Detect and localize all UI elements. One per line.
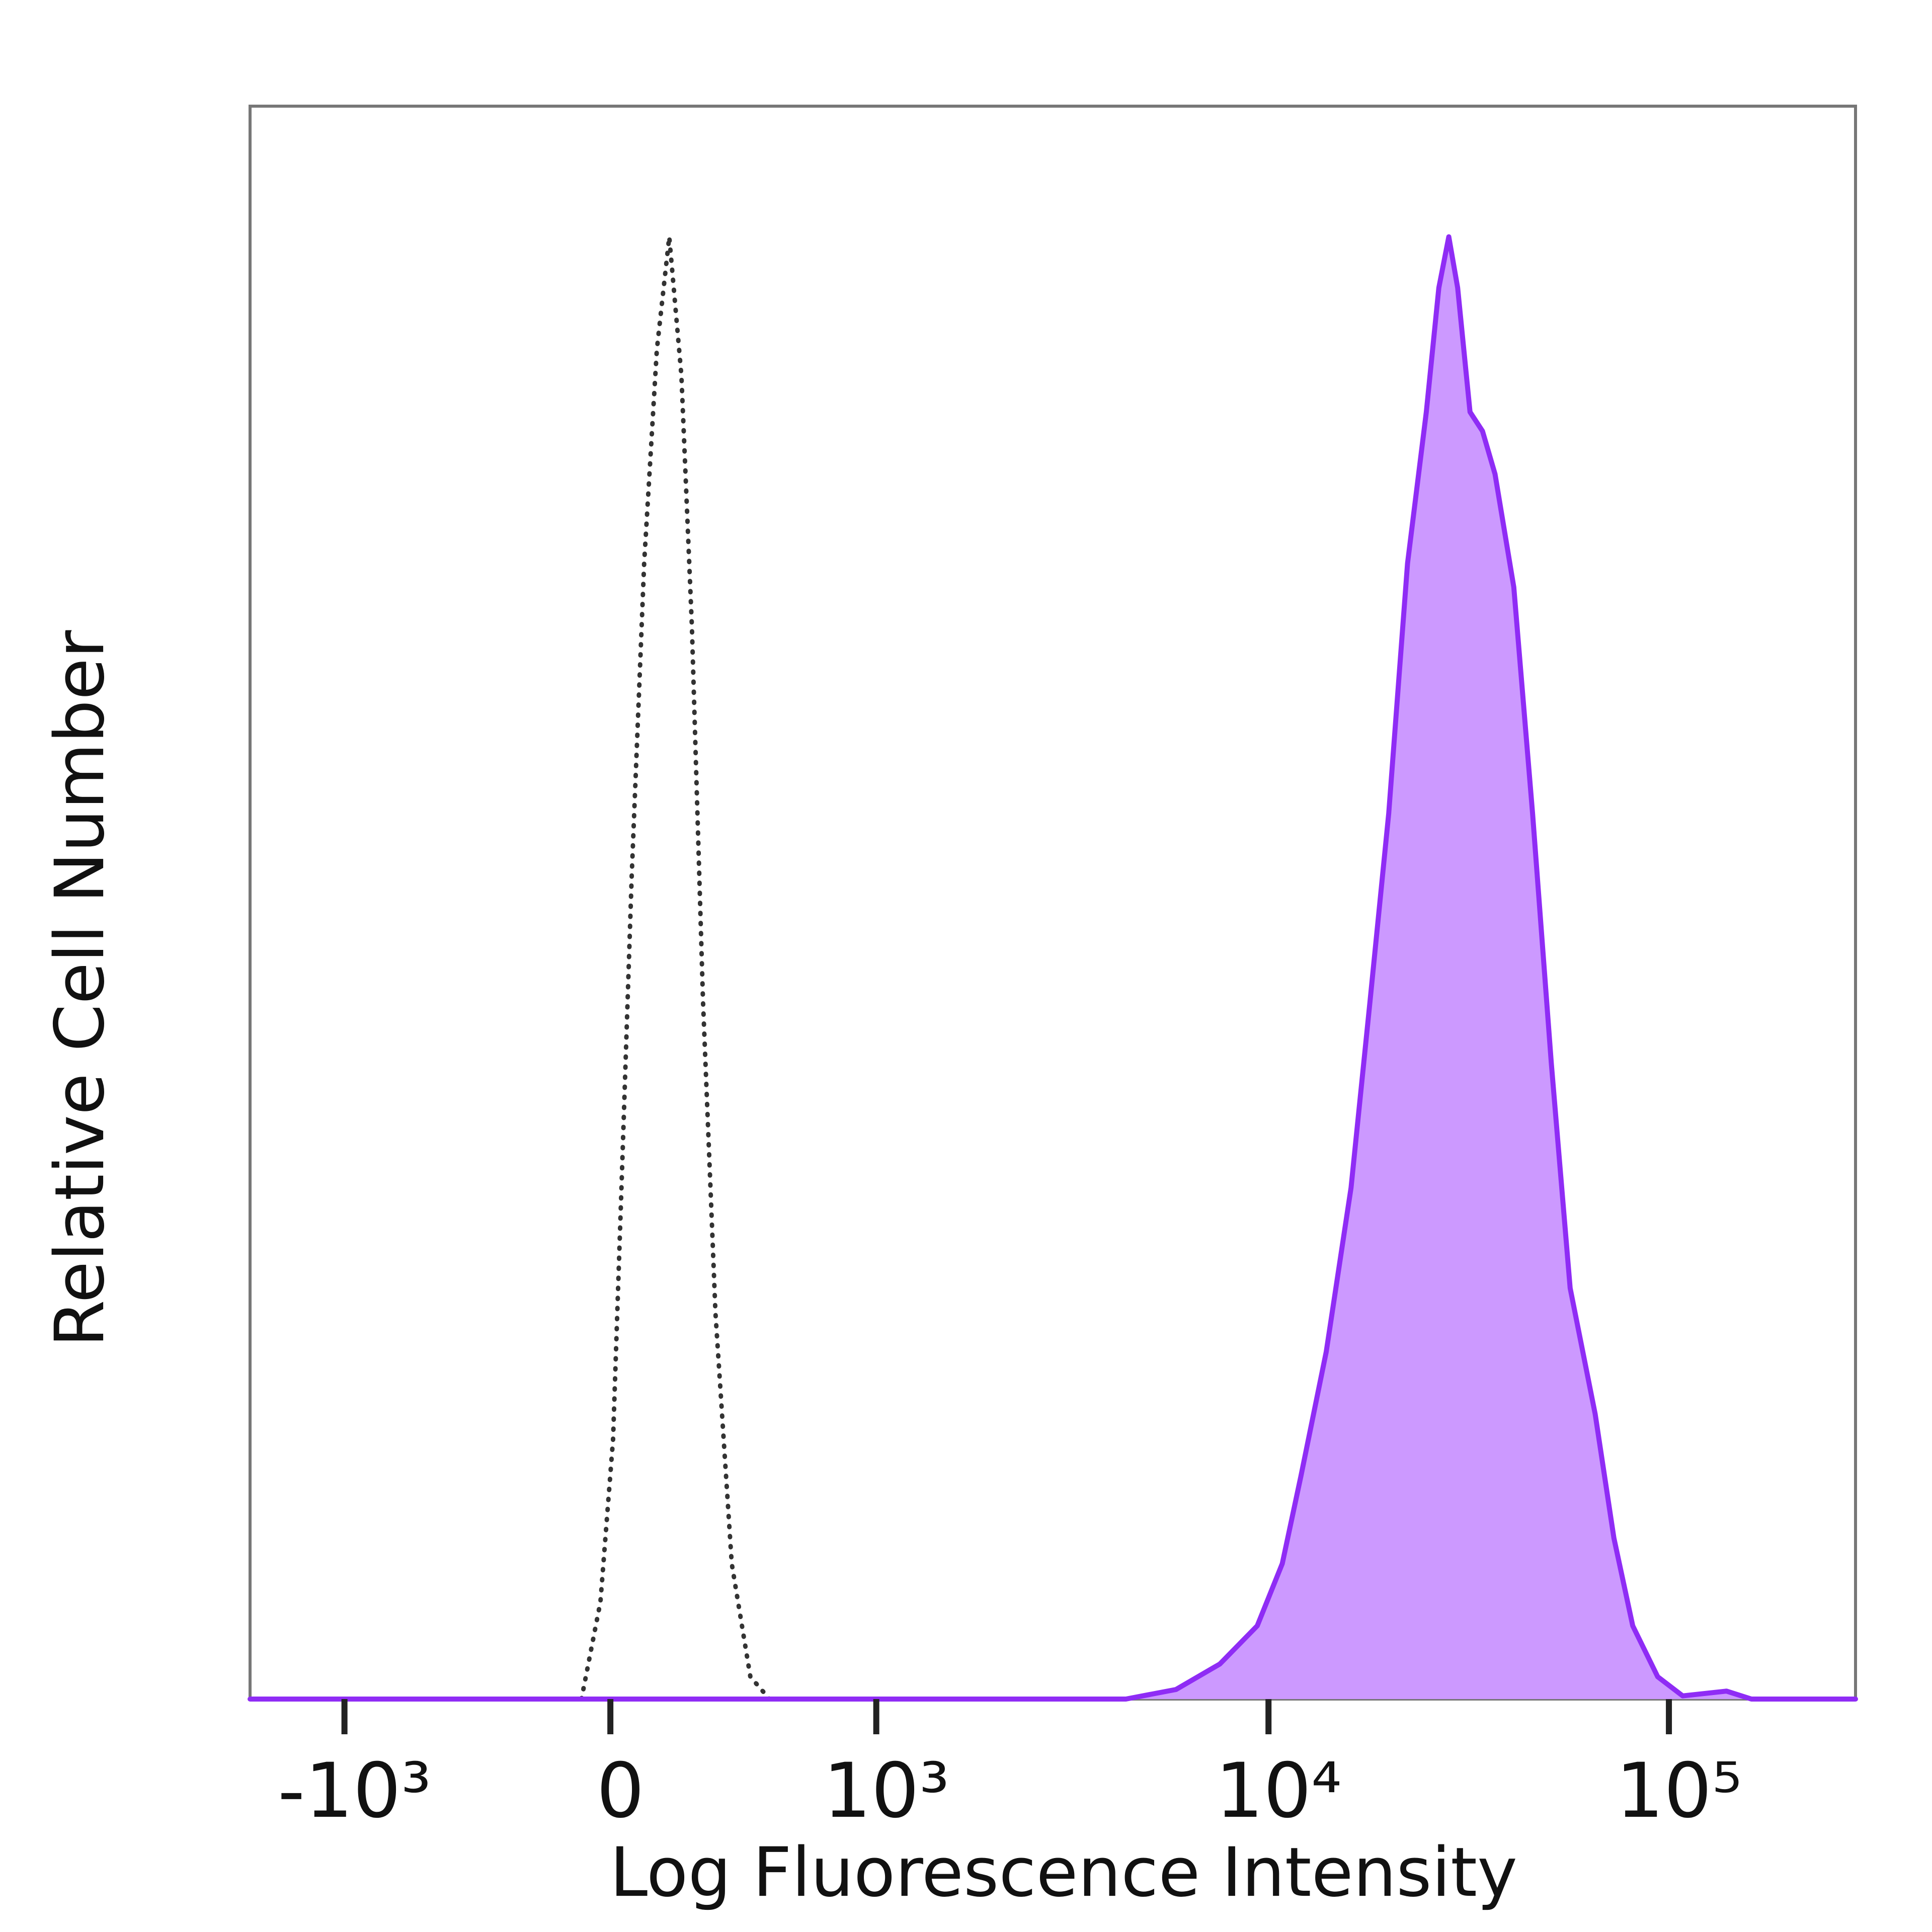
x-tick-label: -10³: [278, 1747, 431, 1835]
x-tick-label: 10⁴: [1216, 1747, 1342, 1835]
area-fill: [250, 236, 1856, 1699]
isotype-line: [579, 234, 772, 1702]
plot-frame: [249, 105, 1857, 1701]
x-tick-label: 0: [596, 1747, 644, 1835]
x-axis-title: Log Fluorescence Intensity: [610, 1833, 1517, 1912]
y-axis-title: Relative Cell Number: [40, 630, 119, 1347]
x-tick-label: 10³: [823, 1747, 949, 1835]
x-tick-label: 10⁵: [1616, 1747, 1742, 1835]
sample-line: [248, 234, 1858, 1702]
